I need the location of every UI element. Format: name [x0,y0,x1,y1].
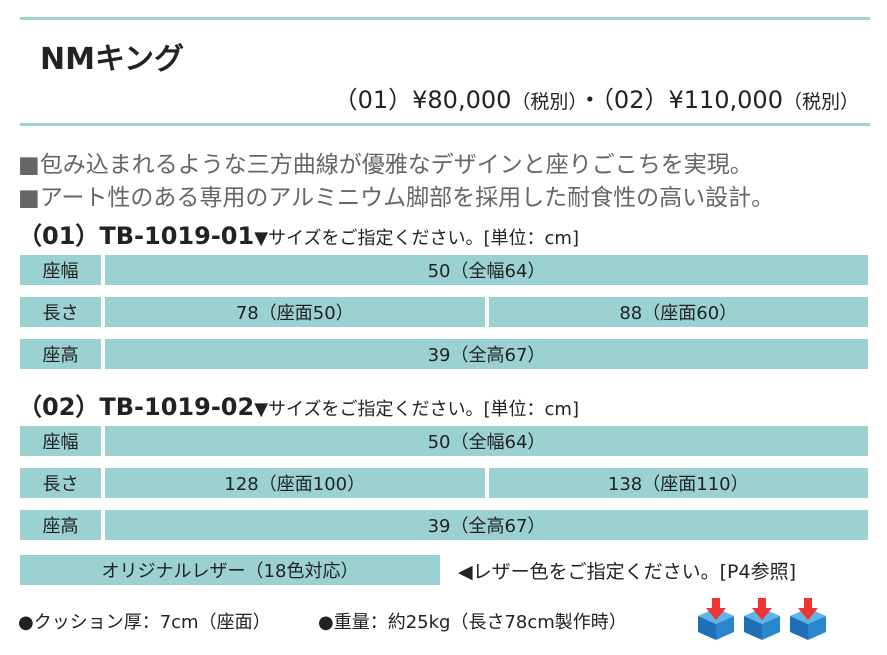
price-part: （01）¥80,000 [333,86,512,114]
rule [20,17,870,20]
spec-label: 座高 [20,339,101,369]
model-code: （01）TB-1019-01 [18,222,255,250]
spec-label: 長さ [20,297,101,327]
spec-value: 39（全高67） [105,510,868,540]
footer-item: ●クッション厚：7cm（座面） [18,612,271,633]
model-line: （01）TB-1019-01▼サイズをご指定ください。[単位：cm] [18,216,579,251]
spec-value: 88（座面60） [488,297,868,327]
feature: ■アート性のある専用のアルミニウム脚部を採用した耐食性の高い設計。 [18,185,775,211]
spec-row: 長さ 128（座面100） 138（座面110） [20,468,868,498]
leather-label: オリジナルレザー（18色対応） [20,555,440,585]
leather-note: ◀レザー色をご指定ください。[P4参照] [458,561,796,583]
spec-value: 39（全高67） [105,339,868,369]
spec-value: 128（座面100） [105,468,485,498]
price-part: （02）¥110,000 [601,86,783,114]
model-code: （02）TB-1019-02 [18,393,255,421]
footer-item: ●重量：約25kg（長さ78cm製作時） [318,612,627,633]
model-note: ▼サイズをご指定ください。[単位：cm] [254,399,579,420]
icon [744,598,780,640]
spec-label: 座幅 [20,255,101,285]
spec-row: 座幅 50（全幅64） [20,255,868,285]
spec-value: 50（全幅64） [105,255,868,285]
spec-value: 50（全幅64） [105,426,868,456]
price-part: （税別） [782,91,859,113]
price-part: （税別） [511,91,578,113]
price: （01）¥80,000（税別）・（02）¥110,000（税別） [334,80,859,115]
model-note: ▼サイズをご指定ください。[単位：cm] [254,228,579,249]
icon [790,598,826,640]
spec-row: 座高 39（全高67） [20,510,868,540]
feature: ■包み込まれるような三方曲線が優雅なデザインと座りごこちを実現。 [18,152,753,178]
rule [20,123,870,126]
spec-value: 138（座面110） [488,468,868,498]
spec-label: 長さ [20,468,101,498]
price-part: ・ [577,86,602,114]
spec-row: 長さ 78（座面50） 88（座面60） [20,297,868,327]
title: NMキング [40,42,185,77]
icon [698,598,734,640]
spec-label: 座幅 [20,426,101,456]
model-line: （02）TB-1019-02▼サイズをご指定ください。[単位：cm] [18,387,579,422]
spec-row: 座高 39（全高67） [20,339,868,369]
spec-value: 78（座面50） [105,297,485,327]
spec-row: 座幅 50（全幅64） [20,426,868,456]
spec-label: 座高 [20,510,101,540]
icons [698,598,826,640]
